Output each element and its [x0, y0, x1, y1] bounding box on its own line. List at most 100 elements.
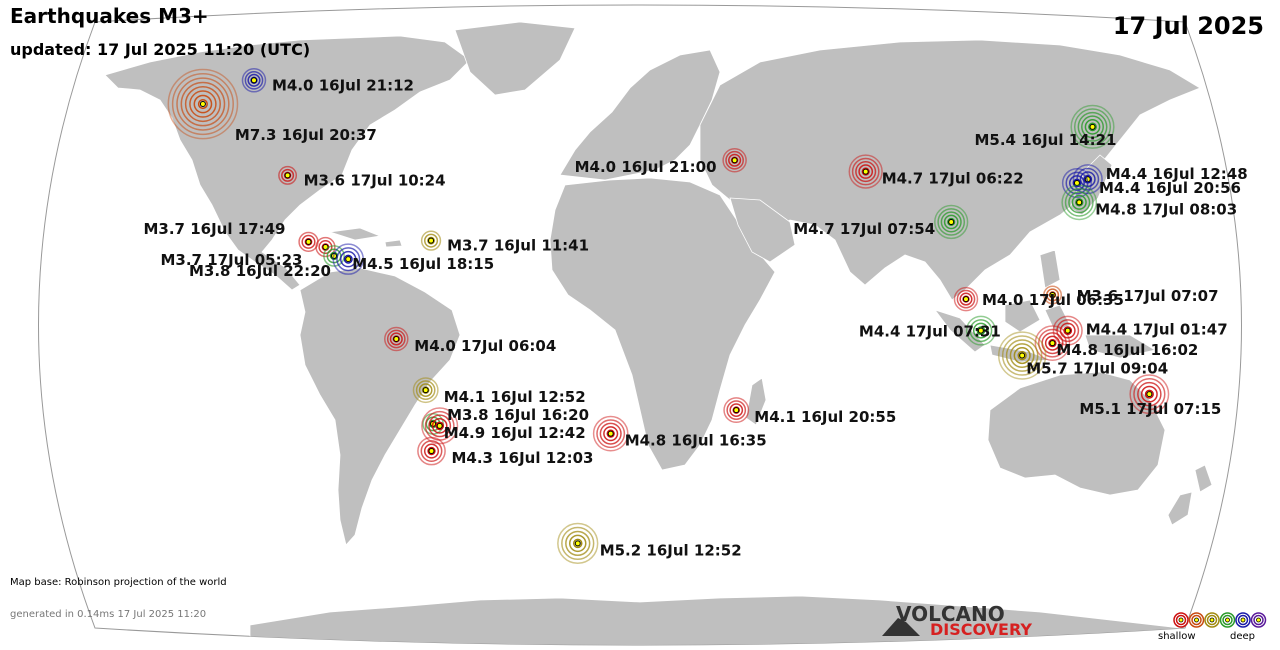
earthquake-marker[interactable] [384, 326, 409, 352]
quake-ring [278, 165, 298, 185]
earthquake-marker[interactable] [1061, 167, 1093, 199]
quake-ring [592, 415, 629, 452]
landmass-madagascar [745, 377, 767, 426]
earthquake-marker[interactable] [167, 68, 239, 140]
earthquake-marker[interactable] [557, 522, 599, 565]
quake-ring [420, 230, 442, 251]
quake-ring [171, 72, 234, 136]
logo-text-bottom: DISCOVERY [930, 620, 1033, 639]
quake-ring [1046, 288, 1060, 302]
quake-ring [427, 446, 436, 456]
volcano-discovery-logo[interactable]: VOLCANO DISCOVERY [880, 602, 1040, 642]
earthquake-label: M3.8 16Jul 22:20 [189, 262, 331, 280]
earthquake-markers [167, 68, 1170, 565]
quake-ring [965, 315, 996, 346]
quake-ring [323, 245, 345, 267]
earthquake-label: M5.7 17Jul 09:04 [1026, 360, 1168, 378]
page-title: Earthquakes M3+ [10, 4, 209, 28]
earthquake-marker[interactable] [1043, 285, 1063, 305]
quake-epicenter [1064, 327, 1071, 334]
quake-ring [1088, 122, 1097, 132]
quake-ring [953, 286, 979, 312]
earthquake-marker[interactable] [723, 397, 750, 424]
quake-ring [969, 319, 993, 343]
legend-dot [1194, 617, 1199, 623]
quake-ring [1063, 326, 1073, 335]
legend-ring [1206, 614, 1218, 626]
quake-ring [1129, 374, 1170, 415]
quake-epicenter [733, 407, 740, 414]
earthquake-marker[interactable] [592, 415, 629, 452]
quake-ring [304, 237, 313, 246]
earthquake-marker[interactable] [332, 243, 364, 275]
earthquake-marker[interactable] [998, 331, 1047, 380]
quake-ring [947, 217, 956, 226]
quake-ring [1043, 285, 1063, 305]
earthquake-label: M3.6 17Jul 10:24 [304, 171, 446, 189]
legend-ring [1235, 612, 1251, 628]
earthquake-label: M4.7 17Jul 07:54 [793, 220, 935, 238]
quake-epicenter [1049, 340, 1056, 347]
earthquake-label: M4.4 16Jul 12:48 [1106, 165, 1248, 183]
earthquake-marker[interactable] [420, 230, 442, 251]
earthquake-label: M4.8 17Jul 08:03 [1095, 200, 1237, 218]
quake-epicenter [1049, 291, 1056, 298]
earthquake-marker[interactable] [421, 407, 459, 445]
earthquake-marker[interactable] [412, 377, 439, 404]
earthquake-label: M5.1 17Jul 07:15 [1079, 400, 1221, 418]
legend-dot [1240, 617, 1246, 623]
landmass-south-america [299, 267, 461, 546]
legend-depth-symbol [1219, 612, 1236, 628]
quake-ring [972, 322, 989, 339]
earthquake-marker[interactable] [298, 231, 319, 252]
earthquake-marker[interactable] [965, 315, 996, 346]
quake-epicenter [731, 157, 738, 164]
quake-ring [176, 77, 230, 131]
legend-deep-label: deep [1230, 631, 1255, 642]
earthquake-marker[interactable] [953, 286, 979, 312]
current-date: 17 Jul 2025 [1112, 12, 1264, 40]
quake-ring [318, 240, 333, 255]
quake-ring [1017, 350, 1027, 361]
quake-epicenter [428, 448, 435, 455]
quake-ring [1009, 343, 1035, 369]
quake-ring [1077, 111, 1108, 142]
quake-ring [722, 147, 747, 173]
quake-ring [959, 292, 973, 306]
legend-dot [1209, 617, 1215, 623]
earthquake-marker[interactable] [1034, 325, 1071, 361]
quake-ring [1061, 184, 1098, 221]
quake-epicenter [1089, 123, 1096, 130]
quake-ring [1061, 167, 1093, 199]
earthquake-label: M5.2 16Jul 12:52 [600, 541, 742, 559]
legend-dot [1256, 617, 1261, 623]
earthquake-marker[interactable] [934, 204, 969, 240]
earthquake-labels: M4.0 16Jul 21:12 M7.3 16Jul 20:37 M3.6 17J… [144, 76, 1248, 559]
quake-ring [386, 329, 406, 349]
quake-ring [428, 414, 452, 438]
quake-ring [1065, 171, 1089, 195]
earthquake-marker[interactable] [278, 165, 298, 185]
earthquake-marker[interactable] [1070, 104, 1115, 149]
generated-note: generated in 0.14ms 17 Jul 2025 11:20 [10, 609, 207, 620]
earthquake-marker[interactable] [417, 436, 446, 466]
quake-ring [606, 429, 615, 438]
quake-ring [431, 418, 448, 434]
earthquake-label: M4.1 16Jul 12:52 [444, 388, 586, 406]
quake-ring [1144, 389, 1154, 399]
quake-epicenter [862, 168, 869, 175]
quake-ring [956, 289, 976, 309]
quake-ring [561, 526, 595, 561]
earthquake-marker[interactable] [722, 147, 747, 173]
quake-ring [572, 538, 583, 549]
quake-ring [244, 70, 264, 90]
quake-epicenter [199, 101, 206, 108]
earthquake-marker[interactable] [241, 68, 267, 93]
quake-ring [1044, 335, 1060, 351]
quake-epicenter [574, 540, 581, 547]
earthquake-marker[interactable] [1061, 184, 1098, 221]
earthquake-marker[interactable] [1129, 374, 1170, 415]
earthquake-marker[interactable] [848, 154, 883, 189]
quake-ring [1071, 194, 1087, 210]
